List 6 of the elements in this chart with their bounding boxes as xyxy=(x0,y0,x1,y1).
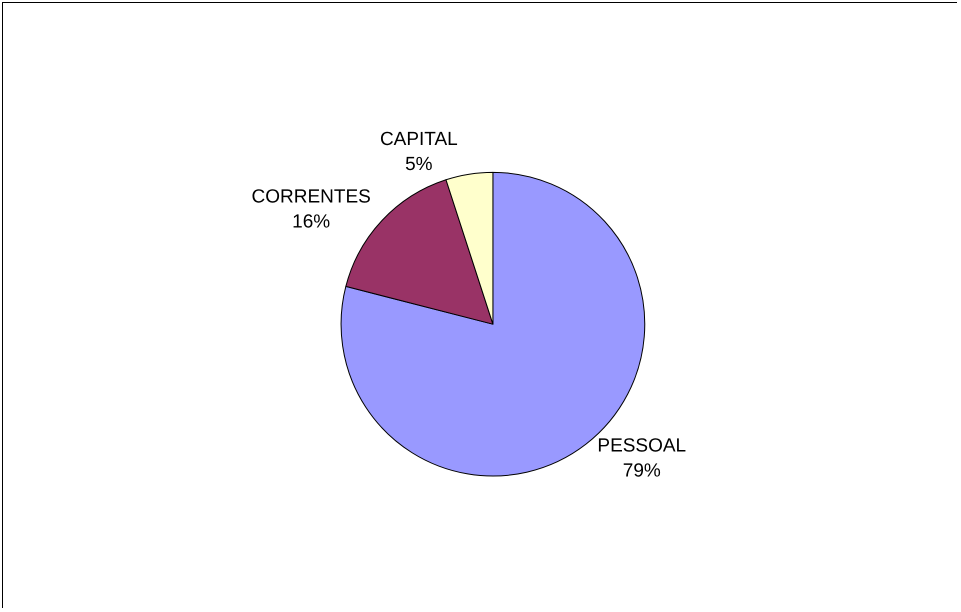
data-label: 5% xyxy=(405,154,433,175)
data-label: 79% xyxy=(622,460,661,482)
slice-label: CAPITAL xyxy=(380,129,458,150)
slice-label: PESSOAL xyxy=(597,436,686,457)
data-label: 16% xyxy=(292,211,330,232)
slice-label: CORRENTES xyxy=(252,186,371,208)
